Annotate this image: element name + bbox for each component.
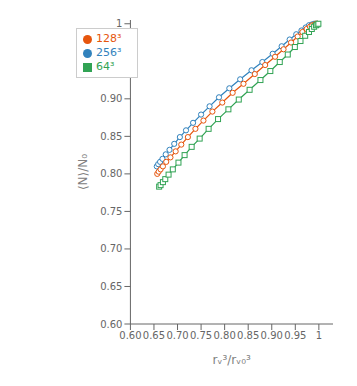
svg-text:0.65: 0.65 xyxy=(143,330,165,341)
svg-text:0.75: 0.75 xyxy=(100,206,122,217)
svg-text:0.85: 0.85 xyxy=(100,131,122,142)
svg-text:0.70: 0.70 xyxy=(166,330,188,341)
svg-text:0.75: 0.75 xyxy=(190,330,212,341)
svg-text:⟨N⟩/N₀: ⟨N⟩/N₀ xyxy=(76,154,90,190)
svg-text:0.65: 0.65 xyxy=(100,281,122,292)
svg-text:0.95: 0.95 xyxy=(284,330,306,341)
svg-text:1: 1 xyxy=(116,18,122,29)
svg-text:0.95: 0.95 xyxy=(100,56,122,67)
svg-text:0.90: 0.90 xyxy=(261,330,283,341)
svg-text:0.85: 0.85 xyxy=(237,330,259,341)
svg-text:rᵥ³/rᵥ₀³: rᵥ³/rᵥ₀³ xyxy=(213,353,252,367)
svg-text:0.70: 0.70 xyxy=(100,243,122,254)
svg-text:0.60: 0.60 xyxy=(119,330,141,341)
svg-text:0.80: 0.80 xyxy=(214,330,236,341)
svg-text:0.80: 0.80 xyxy=(100,168,122,179)
svg-text:1: 1 xyxy=(316,330,322,341)
svg-text:0.90: 0.90 xyxy=(100,93,122,104)
svg-text:0.60: 0.60 xyxy=(100,319,122,330)
